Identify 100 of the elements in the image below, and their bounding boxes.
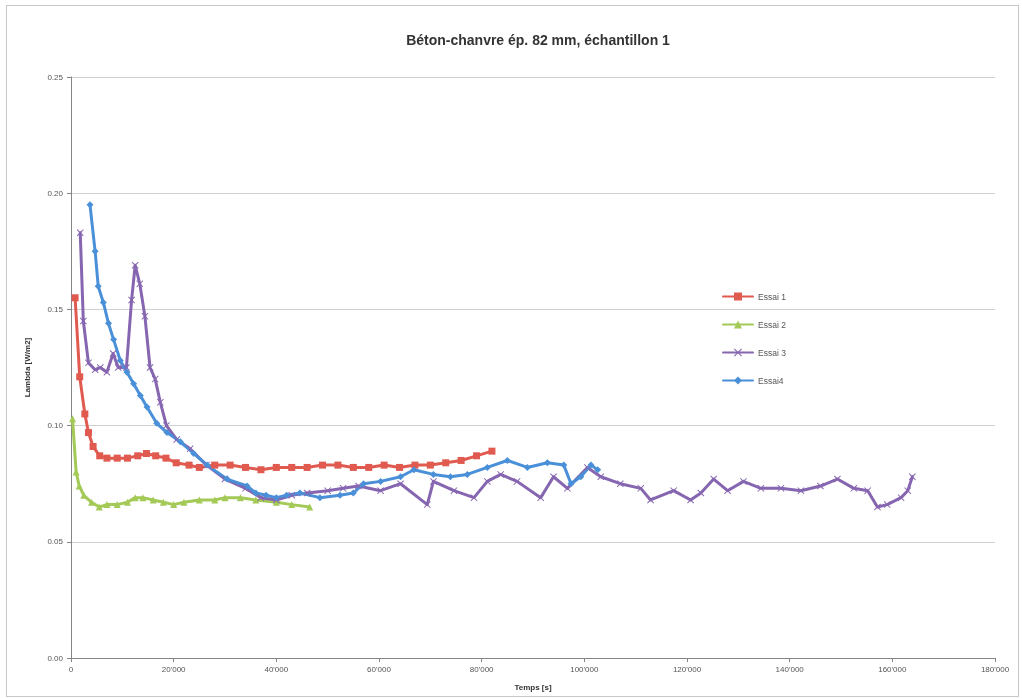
- point: [380, 461, 388, 469]
- point: [543, 459, 551, 467]
- point: [159, 498, 167, 506]
- point: [195, 463, 203, 471]
- point: [377, 477, 385, 485]
- x-axis-title: Temps [s]: [514, 682, 552, 692]
- x-tick-label: 140'000: [775, 664, 805, 674]
- y-tick-label: 0.00: [47, 653, 64, 663]
- point: [211, 461, 219, 469]
- point: [473, 452, 481, 460]
- point: [162, 454, 170, 462]
- legend-label: Essai 1: [758, 291, 787, 302]
- legend-label: Essai 2: [758, 319, 787, 330]
- y-tick-label: 0.10: [47, 421, 64, 431]
- point: [319, 461, 327, 469]
- point: [488, 447, 496, 455]
- point: [91, 247, 99, 255]
- point: [81, 410, 89, 418]
- point: [123, 454, 131, 462]
- point: [71, 294, 79, 302]
- point: [252, 489, 260, 497]
- point: [84, 429, 92, 437]
- x-tick-label: 60'000: [367, 664, 392, 674]
- point: [503, 456, 511, 464]
- point: [170, 501, 178, 509]
- point: [483, 463, 491, 471]
- point: [131, 494, 139, 502]
- y-tick-label: 0.25: [47, 72, 64, 82]
- point: [143, 403, 151, 411]
- point: [89, 443, 97, 451]
- x-tick-label: 20'000: [161, 664, 187, 674]
- point: [185, 461, 193, 469]
- point: [96, 452, 104, 460]
- point: [594, 466, 602, 474]
- point: [446, 473, 454, 481]
- point: [152, 452, 160, 460]
- point: [116, 357, 124, 365]
- point: [396, 463, 404, 471]
- point: [523, 463, 531, 471]
- point: [88, 498, 96, 506]
- point: [113, 501, 121, 509]
- point: [221, 494, 229, 502]
- point: [153, 419, 161, 427]
- point: [236, 494, 244, 502]
- point: [442, 459, 450, 467]
- point: [139, 494, 147, 502]
- point: [463, 470, 471, 478]
- point: [410, 466, 418, 474]
- point: [560, 461, 568, 469]
- x-tick-label: 100'000: [570, 664, 599, 674]
- point: [288, 463, 296, 471]
- point: [123, 498, 131, 506]
- point: [587, 461, 595, 469]
- point: [104, 319, 112, 327]
- x-tick-label: 80'000: [469, 664, 495, 674]
- point: [257, 466, 265, 474]
- point: [349, 463, 357, 471]
- point: [110, 336, 118, 344]
- point: [172, 459, 180, 467]
- x-tick-label: 160'000: [878, 664, 907, 674]
- x-tick-label: 120'000: [672, 664, 702, 674]
- point: [134, 452, 142, 460]
- point: [567, 480, 575, 488]
- point: [262, 491, 270, 499]
- point: [163, 429, 171, 437]
- point: [99, 298, 107, 306]
- point: [103, 454, 111, 462]
- point: [360, 480, 368, 488]
- point: [426, 461, 434, 469]
- y-axis-title: Lambda [W/m2]: [22, 337, 32, 398]
- point: [94, 282, 102, 290]
- y-tick-label: 0.15: [47, 304, 64, 314]
- point: [242, 463, 250, 471]
- x-tick-label: 0: [68, 664, 74, 674]
- point: [113, 454, 121, 462]
- point: [316, 494, 324, 502]
- point: [103, 501, 111, 509]
- point: [457, 456, 465, 464]
- point: [123, 368, 131, 376]
- point: [397, 473, 405, 481]
- point: [69, 415, 77, 423]
- y-tick-label: 0.05: [47, 537, 64, 547]
- chart-title: Béton-chanvre ép. 82 mm, échantillon 1: [406, 32, 671, 48]
- point: [136, 391, 144, 399]
- legend-label: Essai 3: [758, 347, 787, 358]
- point: [303, 463, 311, 471]
- legend-label: Essai4: [758, 375, 784, 386]
- point: [76, 373, 84, 381]
- point: [365, 463, 373, 471]
- point: [142, 449, 150, 457]
- point: [334, 461, 342, 469]
- point: [272, 463, 280, 471]
- point: [190, 449, 198, 457]
- point: [180, 498, 188, 506]
- x-tick-label: 180'000: [980, 664, 1010, 674]
- point: [296, 489, 304, 497]
- point: [226, 461, 234, 469]
- point: [130, 380, 138, 388]
- y-tick-label: 0.20: [47, 188, 64, 198]
- point: [577, 473, 585, 481]
